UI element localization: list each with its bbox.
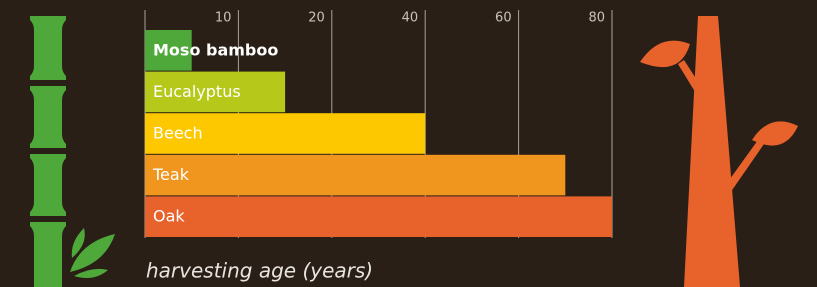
x-axis-title: harvesting age (years)	[146, 259, 373, 283]
category-label: Moso bamboo	[153, 40, 278, 59]
bar	[145, 155, 565, 196]
category-label: Teak	[152, 165, 190, 184]
category-label: Beech	[153, 124, 203, 143]
bar	[145, 196, 612, 237]
x-tick-label: 10	[215, 11, 232, 26]
category-label: Eucalyptus	[153, 82, 241, 101]
x-tick-label: 20	[308, 11, 325, 26]
x-tick-label: 40	[402, 11, 419, 26]
x-tick-label: 60	[495, 11, 512, 26]
category-label: Oak	[153, 207, 185, 226]
x-tick-label: 80	[588, 11, 605, 26]
chart: harvesting age (years) 10 20 40 60 80 Moso ba…	[0, 0, 817, 287]
